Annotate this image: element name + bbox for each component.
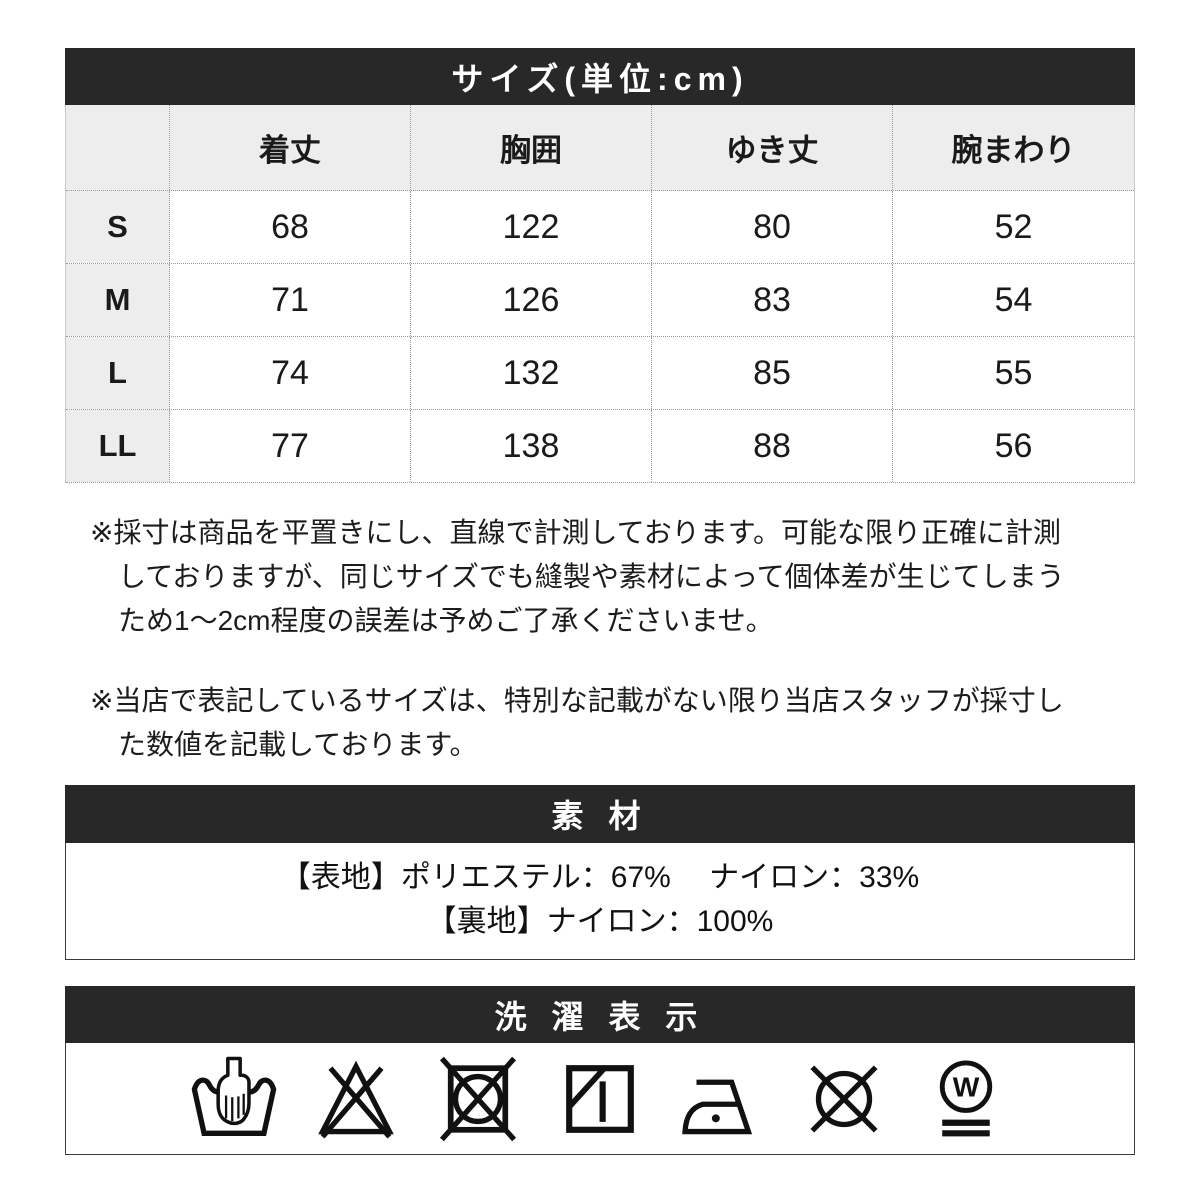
no-tumble-dry-icon	[439, 1056, 517, 1141]
material-title: 素 材	[551, 798, 649, 834]
column-header-sleeve: ゆき丈	[652, 105, 893, 190]
material-outer-fabric: 【表地】ポリエステル：67% ナイロン：33%	[280, 861, 920, 894]
no-bleach-icon	[318, 1060, 394, 1139]
measurement-cell: 132	[411, 337, 652, 409]
corner-cell	[66, 105, 170, 190]
column-header-chest: 胸囲	[411, 105, 652, 190]
measurement-cell: 55	[994, 353, 1033, 392]
measurement-cell: 77	[170, 410, 411, 482]
size-listing-note: ※当店で表記しているサイズは、特別な記載がない限り当店スタッフが採寸した数値を記…	[90, 685, 1064, 760]
measurement-cell: 52	[994, 207, 1033, 246]
table-row: S 68 122 80 52	[66, 191, 1134, 264]
care-title: 洗 濯 表 示	[494, 998, 706, 1035]
measurement-cell: 80	[652, 191, 893, 263]
table-row: M 71 126 83 54	[66, 264, 1134, 337]
svg-text:W: W	[953, 1071, 980, 1102]
measurement-cell: 126	[411, 264, 652, 336]
care-title-bar: 洗 濯 表 示	[65, 986, 1135, 1043]
table-row: LL 77 138 88 56	[66, 410, 1134, 483]
size-label: LL	[66, 410, 170, 482]
measurement-note: ※採寸は商品を平置きにし、直線で計測しております。可能な限り正確に計測しておりま…	[90, 517, 1065, 636]
size-table: 着丈 胸囲 ゆき丈 腕まわり S 68 122 80 52 M 71 126 8…	[65, 105, 1135, 483]
material-title-bar: 素 材	[65, 785, 1135, 843]
measurement-cell: 83	[652, 264, 893, 336]
measurement-cell: 138	[411, 410, 652, 482]
material-lining: 【裏地】ナイロン：100%	[426, 905, 774, 938]
table-header-row: 着丈 胸囲 ゆき丈 腕まわり	[66, 105, 1134, 191]
measurement-cell: 71	[170, 264, 411, 336]
size-label: L	[66, 337, 170, 409]
measurement-cell: 74	[170, 337, 411, 409]
size-label: M	[66, 264, 170, 336]
hand-wash-icon	[191, 1056, 277, 1136]
size-title: サイズ(単位:cm)	[451, 60, 749, 97]
measurement-cell: 88	[652, 410, 893, 482]
measurement-cell: 85	[652, 337, 893, 409]
measurement-cell: 68	[170, 191, 411, 263]
measurement-cell: 54	[994, 280, 1033, 319]
wet-clean-gentle-icon: W	[939, 1060, 993, 1136]
shade-dry-icon	[566, 1064, 634, 1133]
size-title-bar: サイズ(単位:cm)	[65, 48, 1135, 105]
material-panel: 【表地】ポリエステル：67% ナイロン：33% 【裏地】ナイロン：100%	[65, 843, 1135, 960]
column-header-arm: 腕まわり	[951, 133, 1076, 168]
table-row: L 74 132 85 55	[66, 337, 1134, 410]
measurement-cell: 122	[411, 191, 652, 263]
no-dry-clean-icon	[810, 1064, 878, 1133]
iron-low-icon	[682, 1079, 753, 1134]
size-label: S	[66, 191, 170, 263]
product-spec-sheet: サイズ(単位:cm) 着丈 胸囲 ゆき丈 腕まわり S 68 122 80 52…	[65, 48, 1135, 1155]
care-symbols-panel: W	[65, 1043, 1135, 1155]
measurement-cell: 56	[994, 426, 1033, 465]
column-header-length: 着丈	[170, 105, 411, 190]
